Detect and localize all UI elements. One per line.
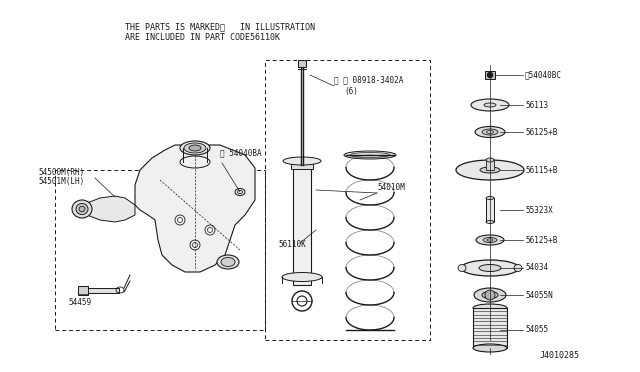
Ellipse shape <box>456 160 524 180</box>
Text: 56113: 56113 <box>525 100 548 109</box>
Text: 54459: 54459 <box>68 298 91 307</box>
Text: 54034: 54034 <box>525 263 548 273</box>
Text: 54500M(RH): 54500M(RH) <box>38 168 84 177</box>
Bar <box>293 165 311 285</box>
Text: 54501M(LH): 54501M(LH) <box>38 177 84 186</box>
Ellipse shape <box>483 237 497 243</box>
Ellipse shape <box>514 264 522 272</box>
Text: 56115+B: 56115+B <box>525 166 557 174</box>
Bar <box>298 60 306 67</box>
Ellipse shape <box>79 206 85 212</box>
Ellipse shape <box>474 288 506 302</box>
Ellipse shape <box>282 273 322 282</box>
Text: 54055N: 54055N <box>525 291 553 299</box>
Ellipse shape <box>283 157 321 165</box>
Ellipse shape <box>482 129 498 135</box>
Ellipse shape <box>486 158 494 162</box>
Text: 56110K: 56110K <box>278 240 306 249</box>
Text: 56125+B: 56125+B <box>525 128 557 137</box>
Ellipse shape <box>471 99 509 111</box>
Text: ARE INCLUDED IN PART CODE56110K: ARE INCLUDED IN PART CODE56110K <box>125 33 280 42</box>
Text: 54055: 54055 <box>525 326 548 334</box>
Text: THE PARTS IS MARKED※   IN ILLUSTRATION: THE PARTS IS MARKED※ IN ILLUSTRATION <box>125 22 315 31</box>
Polygon shape <box>135 145 255 272</box>
Ellipse shape <box>76 203 88 215</box>
Ellipse shape <box>221 257 235 266</box>
Ellipse shape <box>473 344 507 352</box>
Bar <box>486 160 494 170</box>
Ellipse shape <box>458 264 466 272</box>
Ellipse shape <box>486 221 494 224</box>
Circle shape <box>488 73 493 77</box>
Text: 55323X: 55323X <box>525 205 553 215</box>
Ellipse shape <box>235 189 245 196</box>
Bar <box>291 161 313 169</box>
Text: 54010M: 54010M <box>377 183 404 192</box>
Ellipse shape <box>475 126 505 138</box>
Text: ※ Ⓝ 08918-3402A: ※ Ⓝ 08918-3402A <box>334 75 403 84</box>
Ellipse shape <box>189 145 201 151</box>
Ellipse shape <box>486 196 494 199</box>
Ellipse shape <box>473 304 507 312</box>
Text: ※ 54040BA: ※ 54040BA <box>220 148 262 157</box>
Ellipse shape <box>484 103 496 107</box>
Ellipse shape <box>476 235 504 245</box>
Ellipse shape <box>180 141 210 155</box>
Ellipse shape <box>344 151 396 159</box>
Text: ※54040BC: ※54040BC <box>525 71 562 80</box>
Ellipse shape <box>480 167 500 173</box>
Ellipse shape <box>184 143 206 153</box>
Ellipse shape <box>72 200 92 218</box>
Text: (6): (6) <box>344 87 358 96</box>
Ellipse shape <box>461 260 519 276</box>
Ellipse shape <box>482 292 498 298</box>
Bar <box>473 308 507 348</box>
Ellipse shape <box>479 264 501 272</box>
Bar <box>486 198 494 222</box>
Bar <box>78 286 88 295</box>
Bar <box>485 71 495 79</box>
Circle shape <box>485 290 495 300</box>
Bar <box>84 288 119 293</box>
Polygon shape <box>82 196 135 222</box>
Text: 56125+B: 56125+B <box>525 235 557 244</box>
Ellipse shape <box>217 255 239 269</box>
Text: J4010285: J4010285 <box>540 351 580 360</box>
